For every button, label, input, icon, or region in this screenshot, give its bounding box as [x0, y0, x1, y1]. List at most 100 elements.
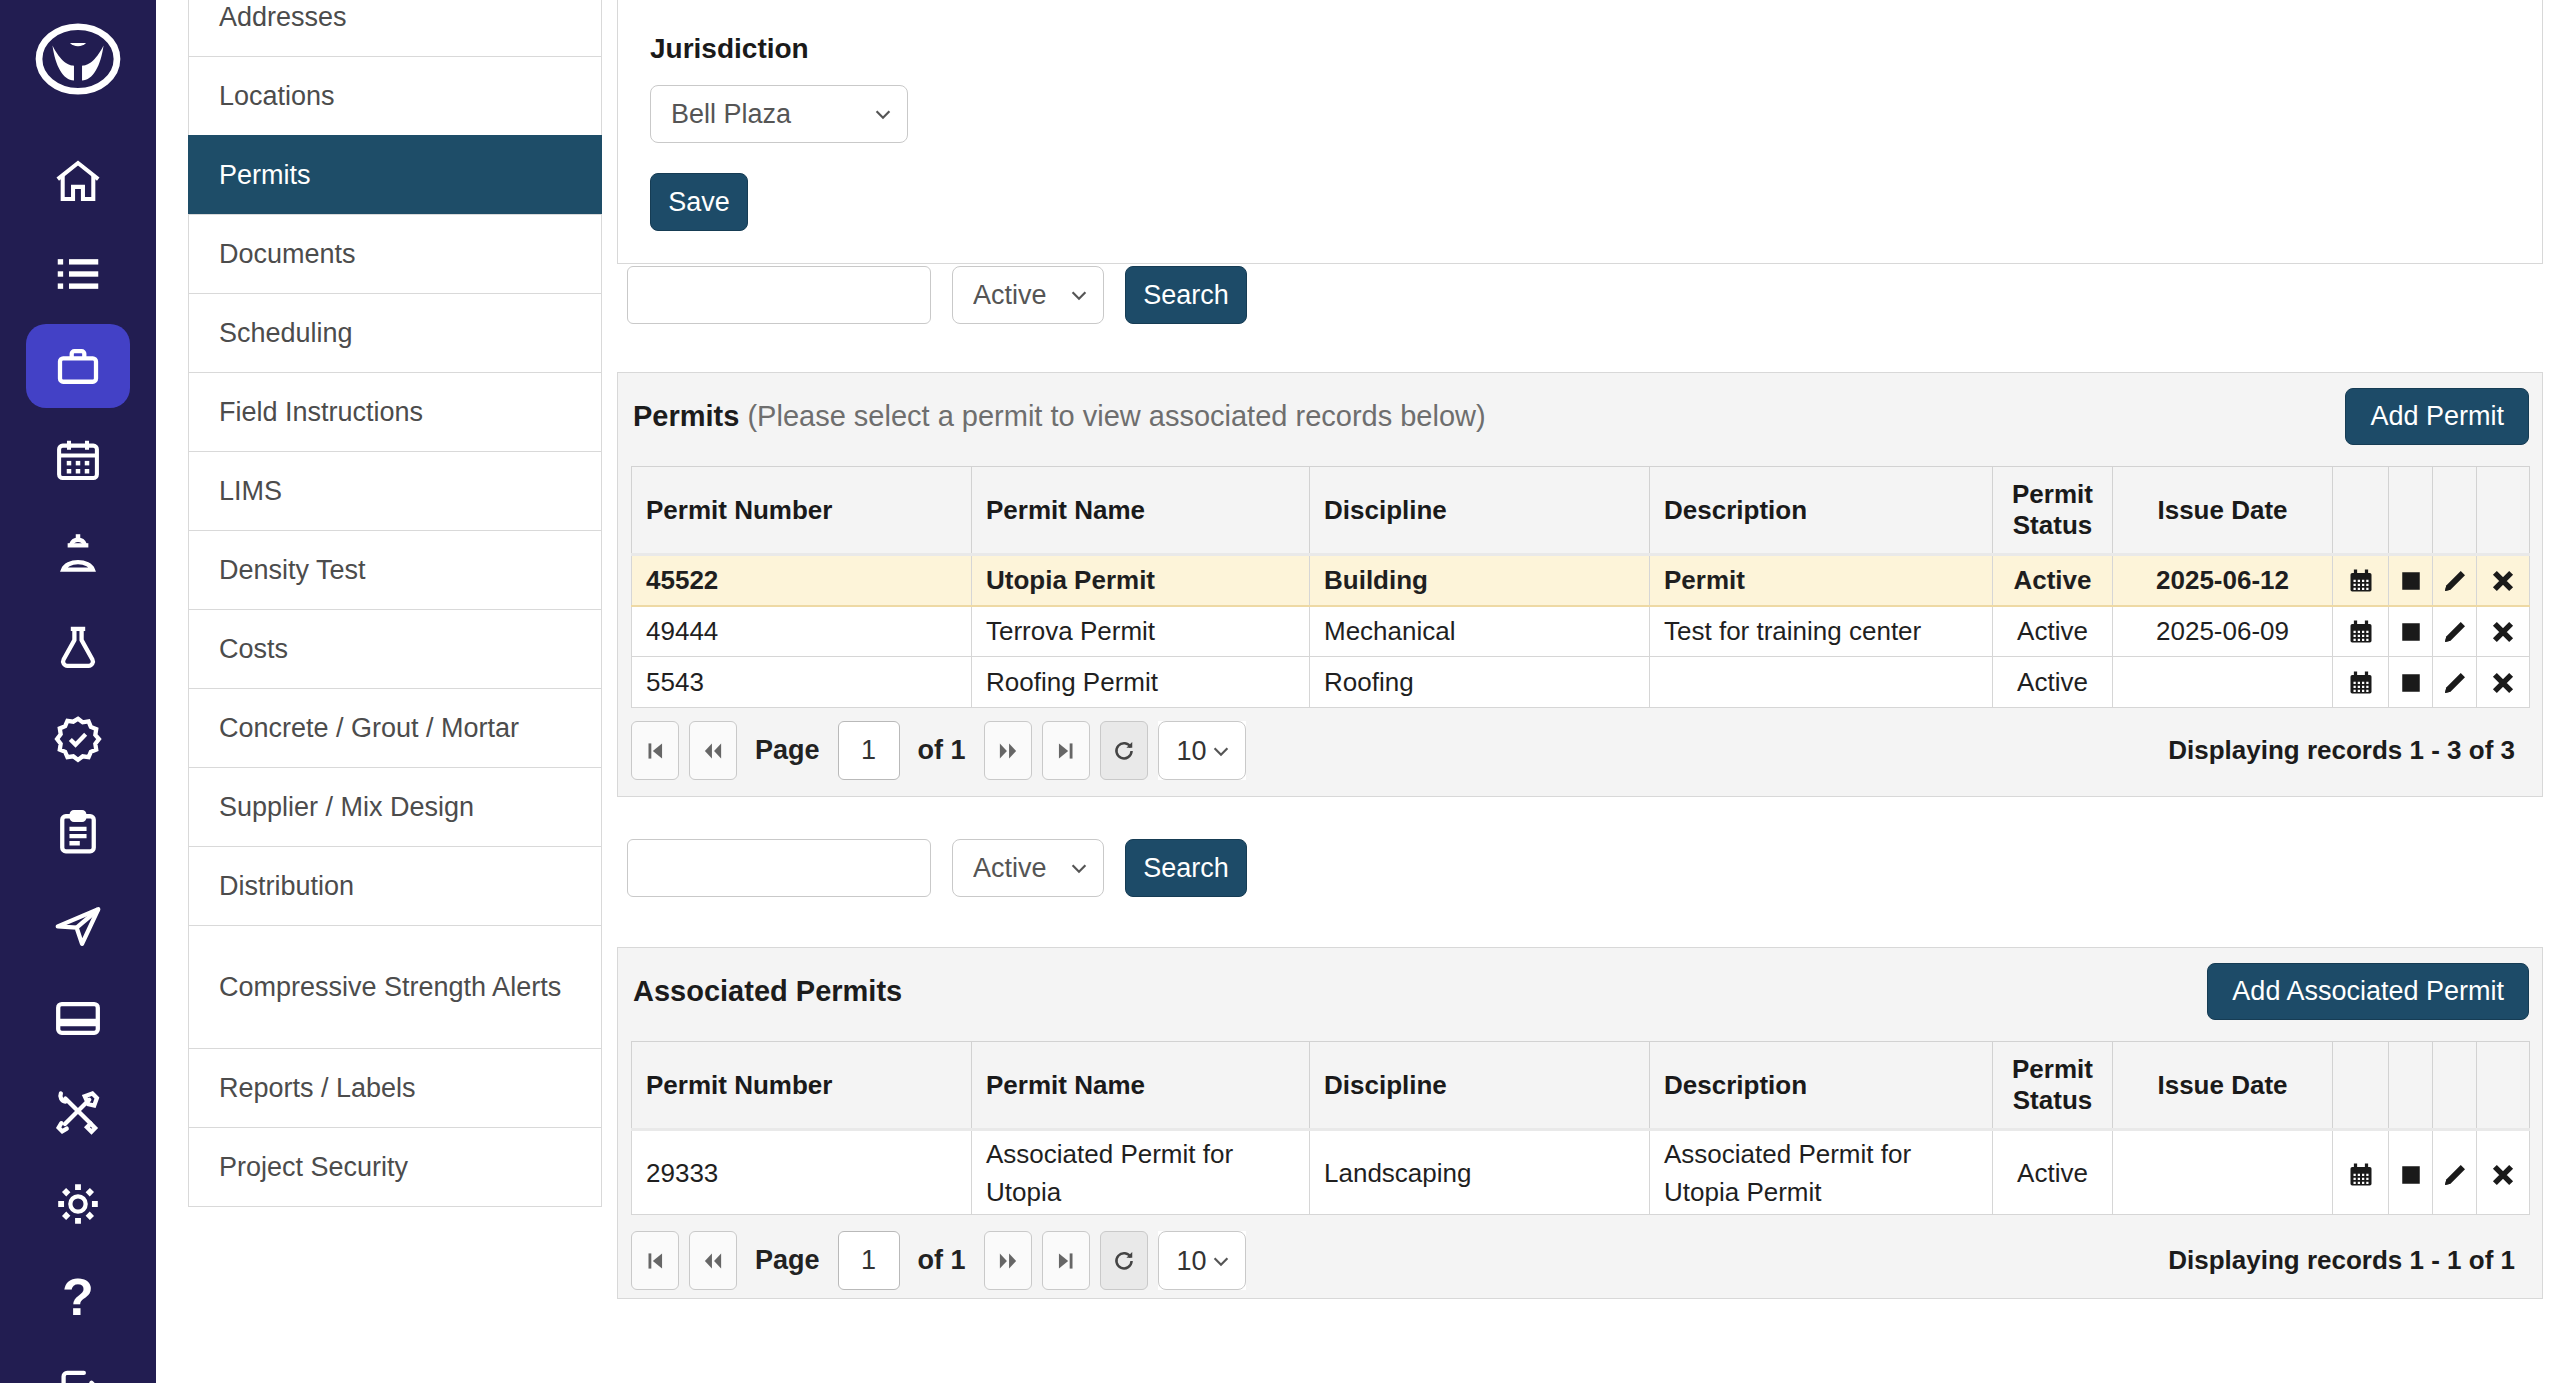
delete-icon[interactable] [2477, 657, 2530, 708]
logout-icon[interactable] [26, 1343, 130, 1383]
table-row[interactable]: 45522 Utopia Permit Building Permit Acti… [632, 555, 2530, 606]
sidebar-item-permits[interactable]: Permits [188, 135, 602, 215]
badge-check-icon[interactable] [26, 692, 130, 785]
calendar-icon[interactable] [2333, 1130, 2389, 1215]
cell-permit-name: Utopia Permit [972, 555, 1310, 606]
page-size-select[interactable]: 10 [1158, 721, 1246, 780]
add-permit-button[interactable]: Add Permit [2345, 388, 2529, 445]
edit-icon[interactable] [2433, 1130, 2477, 1215]
edit-icon[interactable] [2433, 555, 2477, 606]
table-header-row: Permit Number Permit Name Discipline Des… [632, 1042, 2530, 1130]
help-glyph: ? [62, 1267, 94, 1327]
sidebar-item-density-test[interactable]: Density Test [188, 530, 602, 610]
stop-icon[interactable] [2389, 555, 2433, 606]
page-number-input[interactable] [838, 1231, 900, 1290]
tools-icon[interactable] [26, 1064, 130, 1157]
prev-page-icon[interactable] [689, 1231, 737, 1290]
col-permit-number: Permit Number [632, 467, 972, 555]
sidebar-item-compressive-strength-alerts[interactable]: Compressive Strength Alerts [188, 925, 602, 1049]
list-icon[interactable] [26, 227, 130, 320]
sidebar-item-addresses[interactable]: Addresses [188, 0, 602, 57]
delete-icon[interactable] [2477, 1130, 2530, 1215]
permits-subtitle-text: (Please select a permit to view associat… [747, 400, 1485, 432]
edit-icon[interactable] [2433, 657, 2477, 708]
page-size-select[interactable]: 10 [1158, 1231, 1246, 1290]
sidebar-item-label: Scheduling [219, 318, 353, 349]
briefcase-icon[interactable] [26, 324, 130, 408]
last-page-icon[interactable] [1042, 721, 1090, 780]
stop-icon[interactable] [2389, 657, 2433, 708]
home-icon[interactable] [26, 134, 130, 227]
sidebar-item-label: Costs [219, 634, 288, 665]
table-row[interactable]: 5543 Roofing Permit Roofing Active [632, 657, 2530, 708]
table-row[interactable]: 49444 Terrova Permit Mechanical Test for… [632, 606, 2530, 657]
calendar-icon[interactable] [2333, 657, 2389, 708]
col-issue-date: Issue Date [2113, 1042, 2333, 1130]
sidebar-item-label: Reports / Labels [219, 1073, 416, 1104]
delete-icon[interactable] [2477, 606, 2530, 657]
cell-issue-date [2113, 1130, 2333, 1215]
refresh-icon[interactable] [1100, 1231, 1148, 1290]
jurisdiction-select[interactable]: Bell Plaza [650, 85, 908, 143]
refresh-icon[interactable] [1100, 721, 1148, 780]
next-page-icon[interactable] [984, 1231, 1032, 1290]
sidebar-item-field-instructions[interactable]: Field Instructions [188, 372, 602, 452]
last-page-icon[interactable] [1042, 1231, 1090, 1290]
associated-search-button[interactable]: Search [1125, 839, 1247, 897]
sidebar-item-costs[interactable]: Costs [188, 609, 602, 689]
delete-icon[interactable] [2477, 555, 2530, 606]
sidebar-item-documents[interactable]: Documents [188, 214, 602, 294]
associated-permits-panel: Associated Permits Add Associated Permit… [617, 947, 2543, 1299]
sidebar-item-supplier-mix-design[interactable]: Supplier / Mix Design [188, 767, 602, 847]
calendar-icon[interactable] [2333, 555, 2389, 606]
permits-search-row: Active Search [627, 266, 1247, 324]
next-page-icon[interactable] [984, 721, 1032, 780]
stop-icon[interactable] [2389, 1130, 2433, 1215]
brand-logo [33, 16, 123, 102]
sidebar-item-locations[interactable]: Locations [188, 56, 602, 136]
cell-permit-number: 45522 [632, 555, 972, 606]
sidebar-item-scheduling[interactable]: Scheduling [188, 293, 602, 373]
sidebar-item-label: Documents [219, 239, 356, 270]
flask-icon[interactable] [26, 599, 130, 692]
prev-page-icon[interactable] [689, 721, 737, 780]
sidebar-item-project-security[interactable]: Project Security [188, 1127, 602, 1207]
sidebar-item-concrete-grout-mortar[interactable]: Concrete / Grout / Mortar [188, 688, 602, 768]
calendar-icon[interactable] [2333, 606, 2389, 657]
gear-icon[interactable] [26, 1157, 130, 1250]
add-associated-permit-button[interactable]: Add Associated Permit [2207, 963, 2529, 1020]
save-button[interactable]: Save [650, 173, 748, 231]
clipboard-icon[interactable] [26, 785, 130, 878]
permits-search-button[interactable]: Search [1125, 266, 1247, 324]
associated-search-input[interactable] [627, 839, 931, 897]
col-permit-name: Permit Name [972, 1042, 1310, 1130]
cell-permit-status: Active [1993, 606, 2113, 657]
cell-permit-name: Roofing Permit [972, 657, 1310, 708]
col-discipline: Discipline [1310, 1042, 1650, 1130]
edit-icon[interactable] [2433, 606, 2477, 657]
sidebar-item-label: Compressive Strength Alerts [219, 967, 561, 1007]
col-description: Description [1650, 467, 1993, 555]
associated-title-text: Associated Permits [633, 975, 902, 1007]
send-icon[interactable] [26, 878, 130, 971]
permits-status-select[interactable]: Active [952, 266, 1104, 324]
stop-icon[interactable] [2389, 606, 2433, 657]
sidebar-item-distribution[interactable]: Distribution [188, 846, 602, 926]
table-row[interactable]: 29333 Associated Permit for Utopia Lands… [632, 1130, 2530, 1215]
help-icon[interactable]: ? [26, 1250, 130, 1343]
sidebar-item-reports-labels[interactable]: Reports / Labels [188, 1048, 602, 1128]
sidebar-item-label: Project Security [219, 1152, 408, 1183]
associated-panel-title: Associated Permits [631, 975, 902, 1008]
credit-card-icon[interactable] [26, 971, 130, 1064]
worker-icon[interactable] [26, 506, 130, 599]
cell-permit-status: Active [1993, 1130, 2113, 1215]
permits-search-input[interactable] [627, 266, 931, 324]
module-sidebar: AddressesLocationsPermits Documents Schedu… [188, 0, 602, 1207]
associated-status-select[interactable]: Active [952, 839, 1104, 897]
sidebar-item-lims[interactable]: LIMS [188, 451, 602, 531]
first-page-icon[interactable] [631, 1231, 679, 1290]
page-number-input[interactable] [838, 721, 900, 780]
calendar-icon[interactable] [26, 413, 130, 506]
first-page-icon[interactable] [631, 721, 679, 780]
page-of-label: of 1 [918, 1245, 966, 1276]
